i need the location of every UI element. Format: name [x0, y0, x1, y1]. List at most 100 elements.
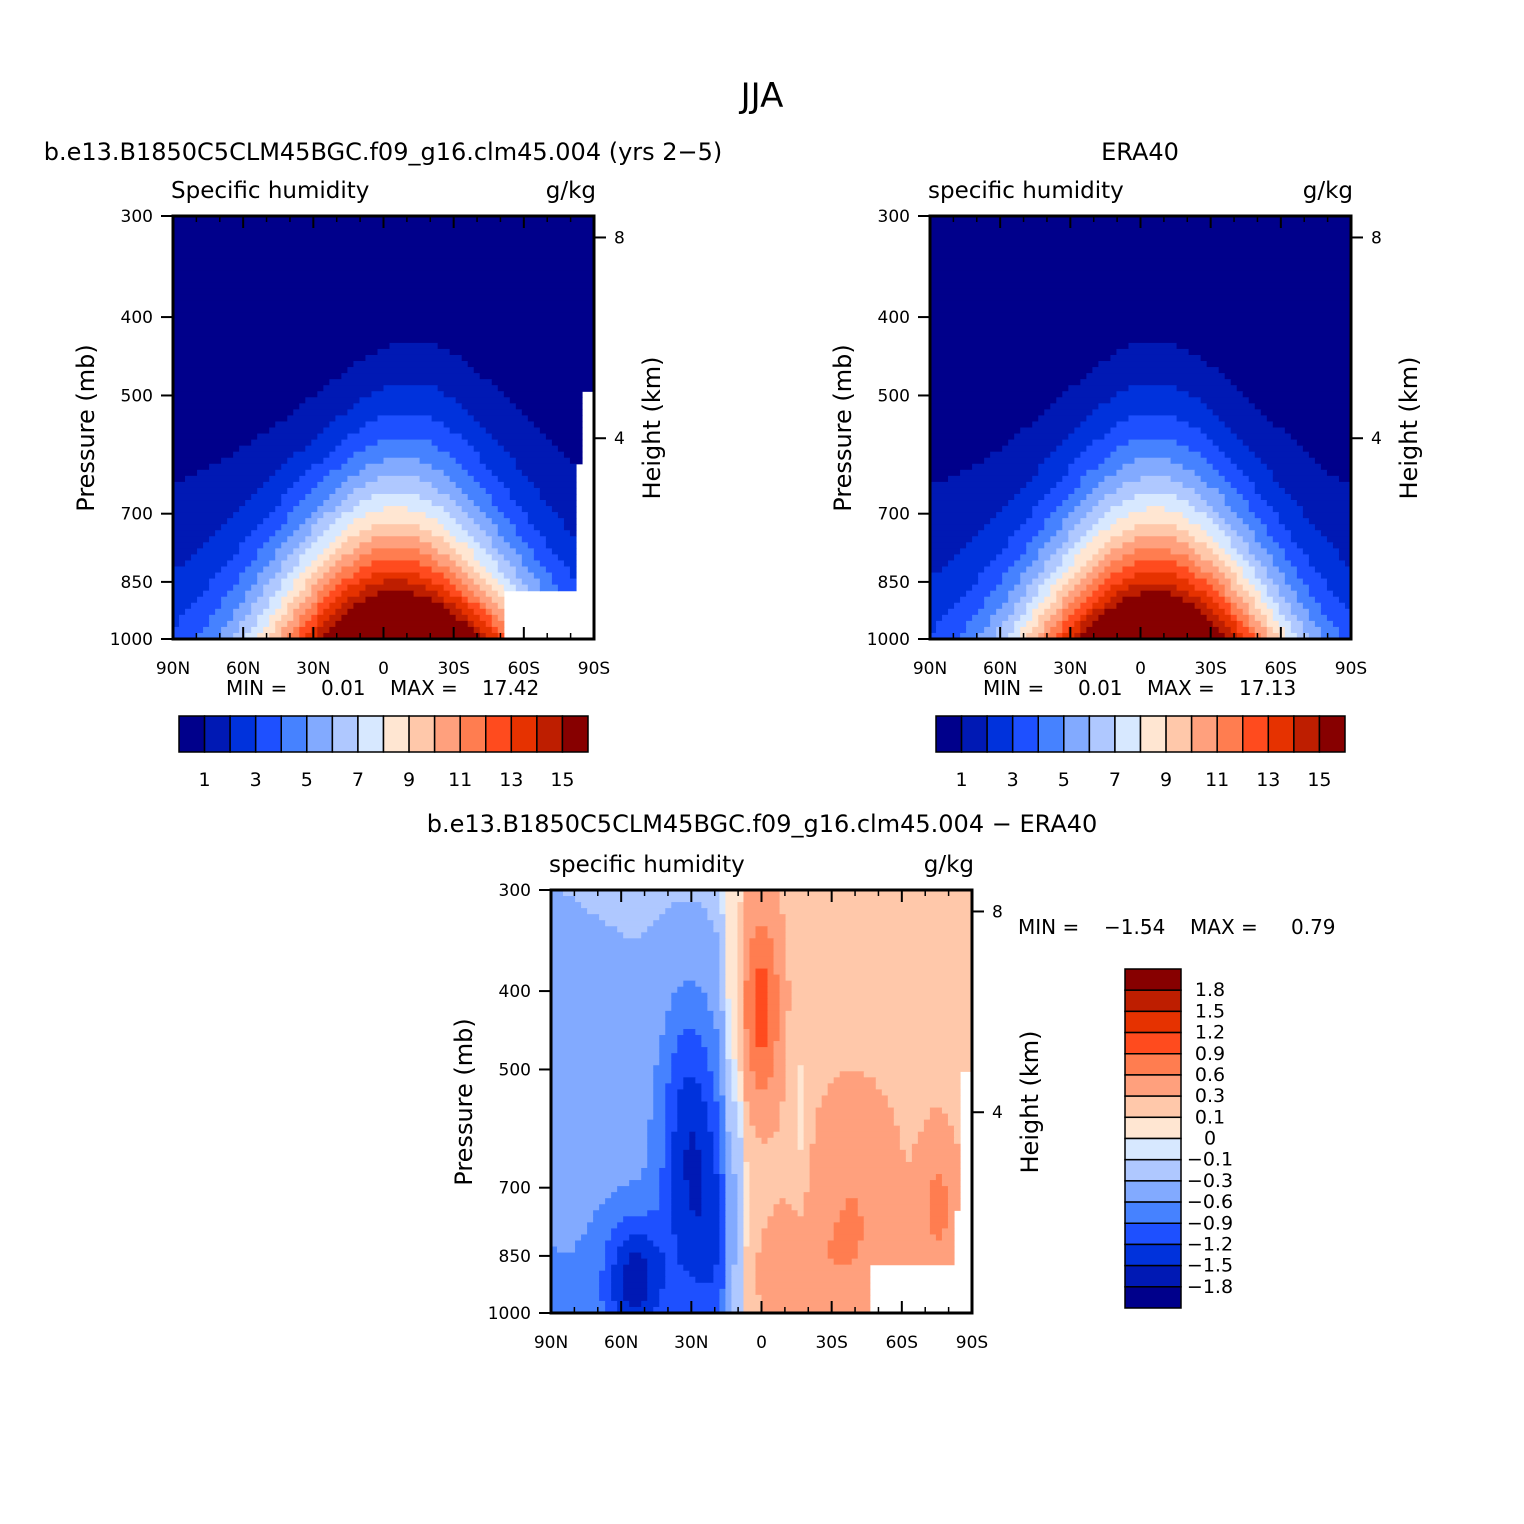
contour-cell — [173, 566, 222, 574]
contour-cell — [731, 1022, 739, 1030]
contour-cell — [743, 1270, 757, 1278]
colorbar-swatch — [485, 715, 513, 753]
contour-cell — [485, 590, 499, 598]
contour-cell — [990, 620, 1003, 628]
colorbar-label: −1.8 — [1187, 1276, 1233, 1298]
contour-cell — [551, 1065, 654, 1072]
contour-cell — [1026, 566, 1045, 574]
contour-cell — [359, 554, 433, 562]
contour-cell — [1008, 542, 1027, 549]
contour-cell — [930, 445, 1003, 453]
contour-cell — [551, 1282, 600, 1290]
contour-cell — [173, 572, 216, 580]
contour-cell — [803, 1065, 972, 1072]
contour-cell — [743, 1276, 757, 1284]
contour-cell — [245, 536, 270, 543]
contour-cell — [719, 1228, 727, 1236]
contour-cell — [1224, 548, 1238, 555]
contour-cell — [930, 234, 1351, 241]
contour-cell — [1134, 572, 1178, 580]
contour-cell — [803, 1131, 817, 1139]
contour-cell — [485, 548, 499, 555]
contour-cell — [899, 1137, 919, 1145]
contour-cell — [173, 234, 594, 241]
colorbar-swatch — [1190, 715, 1218, 753]
contour-cell — [893, 1107, 931, 1115]
contour-cell — [815, 1107, 895, 1115]
contour-cell — [173, 548, 198, 555]
contour-cell — [1242, 566, 1256, 574]
contour-cell — [1260, 608, 1274, 616]
contour-cell — [191, 602, 222, 610]
contour-cell — [173, 463, 210, 471]
contour-cell — [1248, 500, 1268, 507]
colorbar-label: −0.3 — [1187, 1170, 1233, 1192]
contour-cell — [623, 932, 642, 939]
contour-cell — [1056, 566, 1069, 574]
contour-cell — [1044, 578, 1057, 586]
contour-cell — [1224, 475, 1250, 483]
contour-cell — [551, 1234, 582, 1242]
contour-cell — [473, 554, 493, 562]
contour-cell — [563, 518, 577, 525]
contour-cell — [719, 1180, 727, 1187]
contour-cell — [551, 1107, 654, 1115]
contour-cell — [1200, 354, 1351, 362]
contour-cell — [1200, 566, 1220, 574]
contour-cell — [1086, 560, 1099, 568]
contour-cell — [833, 1228, 865, 1236]
contour-cell — [725, 1004, 733, 1012]
contour-cell — [443, 584, 457, 592]
contour-cell — [1080, 379, 1232, 386]
contour-cell — [551, 1131, 648, 1139]
contour-cell — [455, 584, 469, 592]
contour-cell — [701, 1035, 720, 1042]
contour-cell — [455, 614, 469, 622]
contour-cell — [719, 992, 727, 1000]
contour-cell — [551, 1192, 612, 1199]
contour-cell — [737, 1053, 745, 1060]
contour-cell — [329, 626, 475, 634]
contour-cell — [1176, 560, 1196, 568]
contour-cell — [725, 1306, 733, 1313]
contour-cell — [497, 385, 594, 392]
contour-cell — [797, 1210, 805, 1217]
contour-cell — [779, 1004, 793, 1012]
contour-cell — [1068, 469, 1087, 477]
colorbar-label: 0 — [1204, 1128, 1216, 1150]
contour-cell — [443, 572, 457, 580]
contour-cell — [1230, 566, 1244, 574]
colorbar-swatch — [510, 715, 538, 753]
contour-cell — [755, 1022, 769, 1030]
contour-cell — [1134, 548, 1172, 555]
contour-cell — [1122, 542, 1190, 549]
contour-cell — [263, 584, 282, 592]
contour-cell — [335, 487, 355, 495]
contour-cell — [569, 572, 577, 580]
contour-cell — [1014, 608, 1027, 616]
contour-cell — [1284, 554, 1310, 562]
contour-cell — [605, 920, 654, 927]
y-tick-label: 700 — [121, 505, 153, 525]
panel-obs-max-value: 17.13 — [1239, 676, 1296, 700]
contour-cell — [305, 566, 318, 574]
contour-cell — [323, 632, 481, 639]
contour-cell — [551, 992, 672, 1000]
contour-cell — [960, 596, 985, 604]
contour-cell — [323, 512, 342, 519]
contour-cell — [1260, 590, 1268, 598]
contour-cell — [785, 1077, 799, 1084]
contour-cell — [527, 566, 547, 574]
contour-cell — [743, 1028, 751, 1036]
contour-cell — [287, 590, 300, 598]
contour-cell — [773, 1131, 799, 1139]
contour-cell — [467, 409, 523, 417]
contour-cell — [719, 1186, 727, 1193]
contour-cell — [551, 1053, 660, 1060]
contour-cell — [719, 1216, 727, 1223]
contour-cell — [1320, 572, 1351, 580]
colorbar-swatch — [306, 715, 334, 753]
contour-cell — [743, 1282, 757, 1290]
contour-cell — [335, 548, 355, 555]
contour-cell — [551, 1258, 606, 1266]
